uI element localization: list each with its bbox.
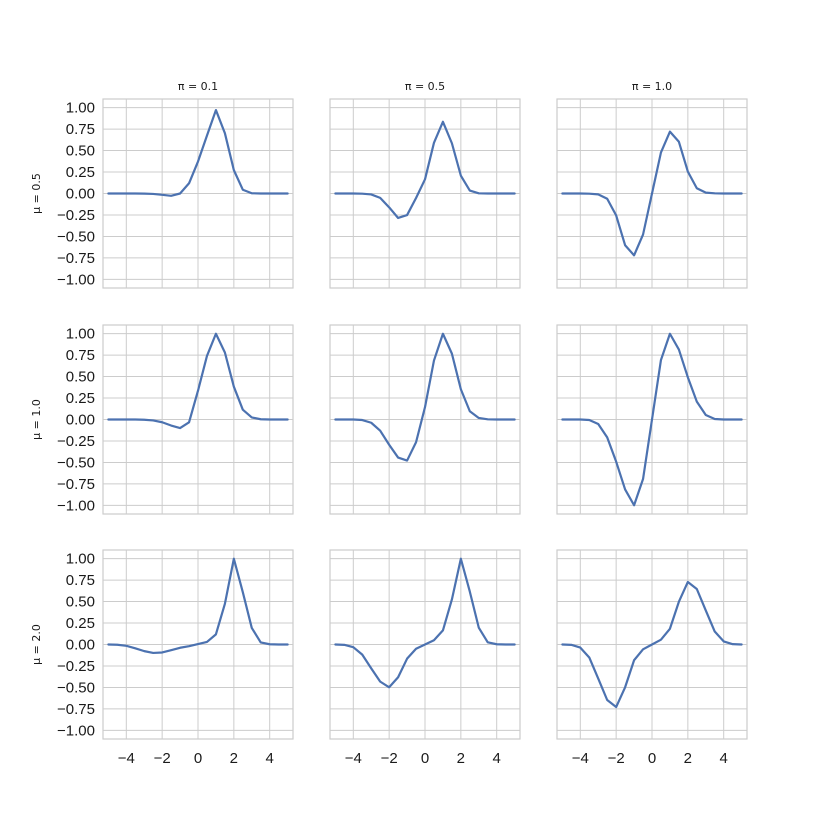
y-tick-label-r2c0-6: −0.50 (57, 679, 95, 696)
y-tick-label-r0c0-5: −0.25 (57, 207, 95, 224)
y-tick-label-r1c0-1: 0.75 (66, 347, 95, 364)
column-title-1: π = 0.5 (405, 80, 445, 93)
x-tick-label-r2c1-1: −2 (381, 750, 398, 767)
series-line-r1c1 (334, 332, 516, 462)
y-tick-label-r0c0-3: 0.25 (66, 164, 95, 181)
x-tick-label-r2c1-3: 2 (457, 750, 465, 767)
x-tick-label-r2c0-2: 0 (194, 750, 202, 767)
x-tick-label-r2c0-1: −2 (154, 750, 171, 767)
y-tick-label-r2c0-1: 0.75 (66, 572, 95, 589)
series-line-r0c0 (107, 108, 289, 197)
x-tick-label-r2c2-3: 2 (684, 750, 692, 767)
y-tick-label-r0c0-8: −1.00 (57, 271, 95, 288)
row-label-2: μ = 2.0 (30, 624, 43, 665)
series-line-r1c0 (107, 332, 289, 430)
y-tick-label-r1c0-5: −0.25 (57, 433, 95, 450)
y-tick-label-r2c0-5: −0.25 (57, 658, 95, 675)
x-tick-label-r2c0-4: 4 (266, 750, 274, 767)
series-line-r0c1 (334, 120, 516, 220)
x-tick-label-r2c1-4: 4 (493, 750, 501, 767)
y-tick-label-r2c0-3: 0.25 (66, 615, 95, 632)
series-line-r0c2 (561, 130, 743, 257)
y-tick-label-r1c0-7: −0.75 (57, 476, 95, 493)
series-line-r1c2 (561, 332, 743, 507)
x-tick-label-r2c2-4: 4 (720, 750, 728, 767)
column-title-0: π = 0.1 (178, 80, 218, 93)
y-tick-label-r2c0-4: 0.00 (66, 637, 95, 654)
y-tick-label-r0c0-0: 1.00 (66, 100, 95, 117)
series-line-r2c2 (561, 580, 743, 709)
series-line-r2c1 (334, 557, 516, 689)
y-tick-label-r2c0-8: −1.00 (57, 722, 95, 739)
y-tick-label-r2c0-2: 0.50 (66, 594, 95, 611)
y-tick-label-r1c0-0: 1.00 (66, 326, 95, 343)
y-tick-label-r0c0-6: −0.50 (57, 228, 95, 245)
y-tick-label-r1c0-3: 0.25 (66, 390, 95, 407)
panel-frame-r2c2 (556, 549, 748, 740)
series-line-r2c0 (107, 557, 289, 655)
x-tick-label-r2c0-3: 2 (230, 750, 238, 767)
panel-frame-r1c0 (102, 324, 294, 515)
panel-frame-r0c0 (102, 98, 294, 289)
x-tick-label-r2c1-0: −4 (345, 750, 362, 767)
panel-frame-r0c1 (329, 98, 521, 289)
y-tick-label-r0c0-2: 0.50 (66, 143, 95, 160)
panel-frame-r1c2 (556, 324, 748, 515)
x-tick-label-r2c1-2: 0 (421, 750, 429, 767)
y-tick-label-r1c0-6: −0.50 (57, 454, 95, 471)
y-tick-label-r2c0-7: −0.75 (57, 701, 95, 718)
x-tick-label-r2c0-0: −4 (118, 750, 135, 767)
panel-frame-r0c2 (556, 98, 748, 289)
column-title-2: π = 1.0 (632, 80, 672, 93)
y-tick-label-r1c0-8: −1.00 (57, 497, 95, 514)
y-tick-label-r2c0-0: 1.00 (66, 551, 95, 568)
y-tick-label-r1c0-2: 0.50 (66, 369, 95, 386)
y-tick-label-r0c0-1: 0.75 (66, 121, 95, 138)
y-tick-label-r1c0-4: 0.00 (66, 412, 95, 429)
x-tick-label-r2c2-0: −4 (572, 750, 589, 767)
x-tick-label-r2c2-1: −2 (608, 750, 625, 767)
row-label-1: μ = 1.0 (30, 399, 43, 440)
panel-frame-r2c1 (329, 549, 521, 740)
y-tick-label-r0c0-7: −0.75 (57, 250, 95, 267)
panel-frame-r2c0 (102, 549, 294, 740)
panel-frame-r1c1 (329, 324, 521, 515)
y-tick-label-r0c0-4: 0.00 (66, 186, 95, 203)
row-label-0: μ = 0.5 (30, 173, 43, 214)
x-tick-label-r2c2-2: 0 (648, 750, 656, 767)
